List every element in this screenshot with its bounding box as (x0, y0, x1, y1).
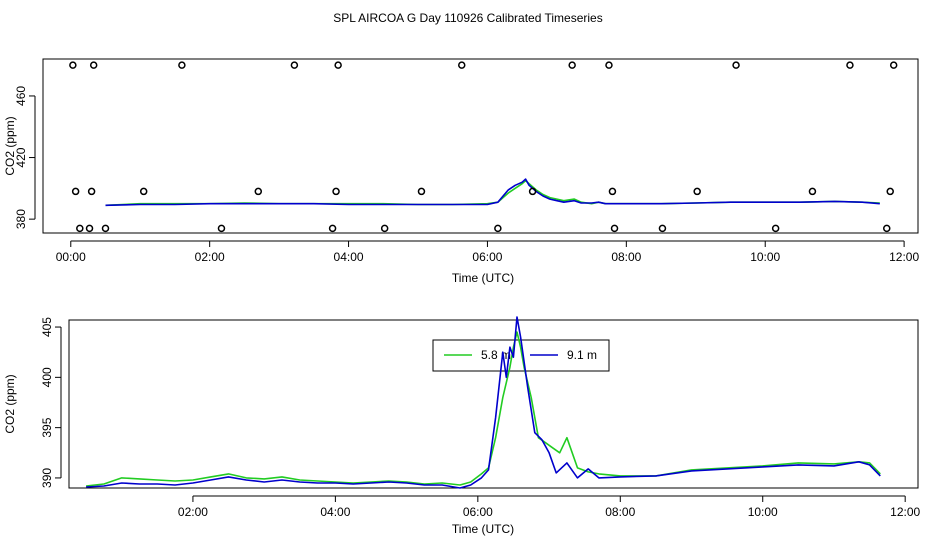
top-marker-point (610, 224, 619, 233)
top-marker-point (528, 187, 537, 196)
top-marker-point (886, 187, 894, 196)
top-x-axis-label: Time (UTC) (452, 271, 514, 285)
top-marker-point (254, 187, 263, 196)
top-x-tick-label: 02:00 (195, 250, 225, 264)
top-marker-point (658, 224, 667, 233)
top-marker-point (568, 61, 576, 69)
top-marker-point (380, 224, 389, 233)
top-marker-point (846, 61, 854, 69)
top-x-tick-label: 10:00 (750, 250, 780, 264)
top-marker-point (334, 61, 342, 69)
top-marker-point (608, 187, 617, 196)
top-marker-point (771, 224, 780, 233)
top-marker-point (332, 187, 340, 196)
top-series-9-1-m (105, 178, 880, 207)
bottom-x-axis-label: Time (UTC) (452, 522, 514, 536)
bottom-y-tick-label: 405 (40, 317, 54, 337)
bottom-y-tick-label: 400 (40, 367, 54, 387)
top-marker-point (328, 224, 337, 233)
bottom-panel: Time (UTC) CO2 (ppm) 5.8 m 9.1 m 02:00 04… (3, 316, 921, 536)
bottom-series-9-1-m (86, 316, 881, 489)
bottom-x-tick-label: 06:00 (463, 505, 493, 519)
figure-title: SPL AIRCOA G Day 110926 Calibrated Times… (333, 11, 602, 25)
bottom-x-tick-label: 02:00 (178, 505, 208, 519)
top-marker-point (458, 61, 466, 69)
top-marker-point (732, 61, 740, 69)
top-y-tick-label: 420 (14, 147, 28, 167)
top-marker-point (290, 61, 299, 69)
legend-label-5-8m: 5.8 m (481, 348, 511, 362)
bottom-x-tick-label: 12:00 (890, 505, 920, 519)
top-marker-point (85, 224, 94, 233)
top-marker-point (89, 61, 98, 69)
top-marker-point (605, 61, 613, 69)
bottom-x-tick-label: 08:00 (605, 505, 635, 519)
top-x-tick-label: 04:00 (334, 250, 364, 264)
top-marker-point (889, 61, 898, 69)
bottom-y-axis-label: CO2 (ppm) (3, 374, 17, 433)
top-y-tick-label: 460 (14, 86, 28, 106)
top-x-tick-label: 00:00 (56, 250, 86, 264)
top-marker-point (71, 187, 80, 196)
top-y-axis-label: CO2 (ppm) (3, 116, 17, 175)
top-x-tick-label: 12:00 (889, 250, 919, 264)
top-marker-point (883, 224, 891, 233)
top-marker-point (101, 224, 110, 233)
bottom-y-tick-label: 390 (40, 468, 54, 488)
top-x-tick-label: 06:00 (472, 250, 502, 264)
top-marker-point (217, 224, 226, 233)
top-marker-point (139, 187, 148, 196)
top-x-tick-label: 08:00 (611, 250, 641, 264)
bottom-y-tick-label: 395 (40, 417, 54, 437)
top-marker-point (178, 61, 186, 69)
top-marker-point (808, 187, 817, 196)
top-marker-point (69, 61, 77, 69)
top-marker-point (87, 187, 96, 196)
top-marker-point (693, 187, 701, 196)
top-marker-point (494, 224, 502, 233)
legend: 5.8 m 9.1 m (432, 339, 610, 372)
bottom-x-tick-label: 04:00 (320, 505, 350, 519)
top-marker-point (417, 187, 426, 196)
top-marker-point (76, 224, 84, 233)
top-panel: Time (UTC) CO2 (ppm) 00:00 02:00 04:00 06:0… (3, 58, 919, 285)
bottom-plot-frame (68, 319, 919, 489)
top-y-tick-label: 380 (14, 209, 28, 229)
bottom-x-tick-label: 10:00 (748, 505, 778, 519)
top-plot-frame (42, 58, 919, 234)
legend-label-9-1m: 9.1 m (567, 348, 597, 362)
